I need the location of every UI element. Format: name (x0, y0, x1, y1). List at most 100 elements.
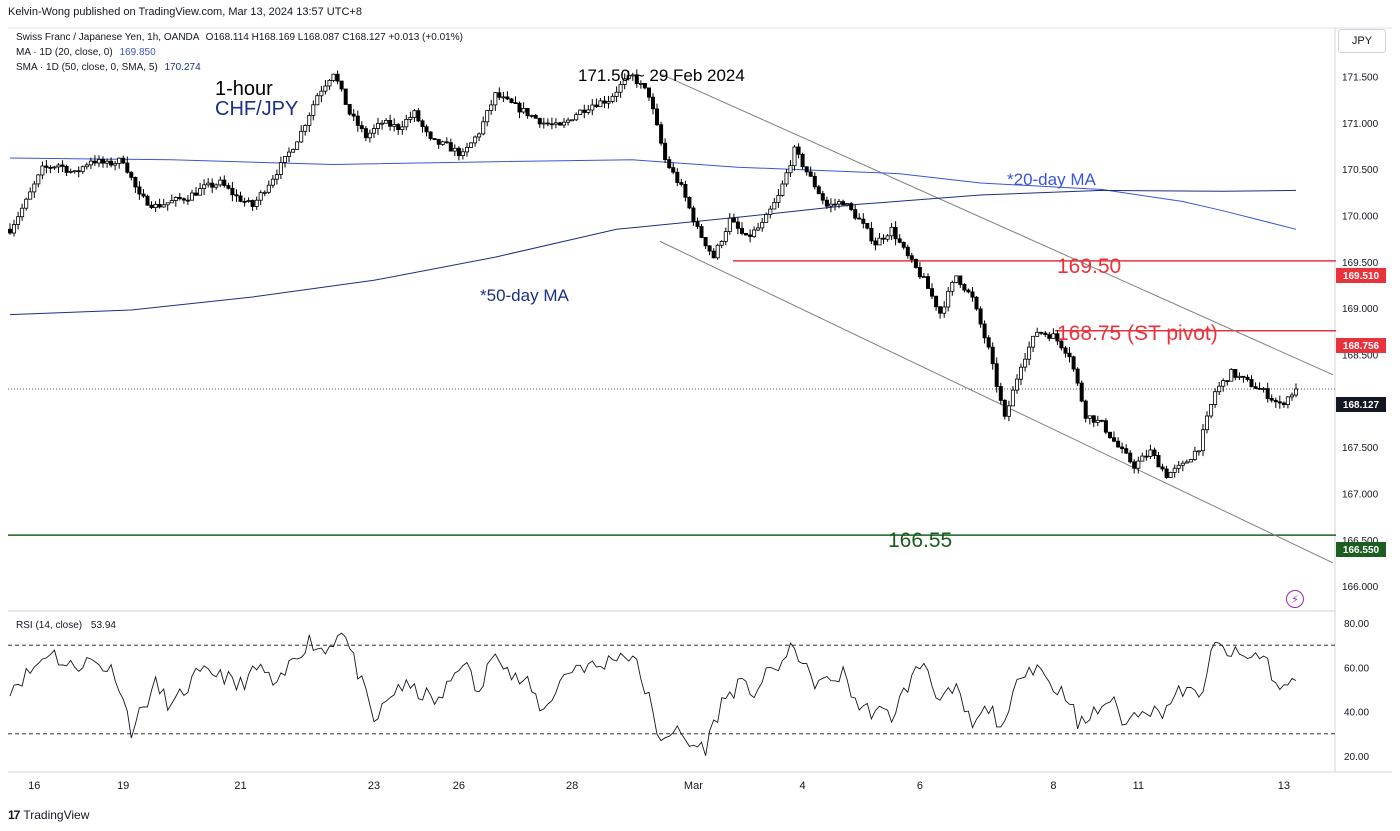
candle-body (141, 193, 146, 197)
candle-body (715, 244, 720, 259)
candle-body (974, 296, 979, 310)
candle-body (553, 122, 558, 125)
candle-body (56, 164, 61, 168)
candle-body (1205, 415, 1210, 431)
candle-body (1281, 402, 1286, 406)
candle-body (145, 195, 150, 206)
candle-body (1294, 388, 1299, 396)
candle-body (756, 227, 761, 231)
candle-body (493, 92, 498, 106)
candle-body (1120, 446, 1125, 450)
candle-body (161, 204, 166, 208)
ma20-label: MA · 1D (20, close, 0) (16, 47, 113, 58)
candle-body (424, 126, 429, 133)
candle-body (727, 217, 732, 232)
candle-body (1277, 401, 1282, 404)
candle-body (1103, 420, 1108, 433)
candle-body (214, 184, 219, 188)
candle-body (873, 240, 878, 246)
candle-body (420, 120, 425, 128)
candle-body (946, 290, 951, 308)
candle-body (323, 85, 328, 92)
candle-body (315, 95, 320, 106)
candle-body (1156, 455, 1161, 468)
price-tick-label: 166.500 (1342, 536, 1379, 547)
candle-body (1253, 386, 1258, 389)
candle-body (541, 122, 546, 125)
candle-body (464, 146, 469, 153)
candle-body (978, 308, 983, 325)
candle-body (1023, 358, 1028, 368)
candle-body (1136, 460, 1141, 469)
candle-body (735, 221, 740, 229)
rsi-tick-label: 20.00 (1344, 752, 1369, 763)
candle-body (133, 176, 138, 188)
candle-body (68, 170, 73, 173)
candle-body (950, 281, 955, 292)
candle-body (477, 133, 482, 138)
candle-body (1002, 399, 1007, 417)
candle-body (24, 198, 29, 209)
price-tick-label: 169.000 (1342, 304, 1379, 315)
candle-body (501, 96, 506, 99)
candle-body (663, 142, 668, 160)
candle-body (109, 160, 114, 166)
candle-body (659, 124, 664, 144)
rsi-value: 53.94 (90, 620, 116, 631)
candle-body (990, 346, 995, 365)
candle-body (291, 148, 296, 153)
candle-body (792, 146, 797, 167)
candle-body (177, 196, 182, 200)
candle-body (893, 226, 898, 240)
candle-body (282, 155, 287, 163)
candle-body (363, 128, 368, 139)
brand-name: TradingView (23, 808, 90, 822)
candle-body (1015, 378, 1020, 391)
candle-body (905, 246, 910, 257)
candle-body (497, 92, 502, 98)
lightning-bolt-icon[interactable]: ⚡ (1286, 590, 1304, 608)
candle-body (1079, 382, 1084, 402)
candle-body (153, 203, 158, 208)
candle-body (703, 236, 708, 247)
candle-body (723, 231, 728, 242)
candle-body (610, 95, 615, 102)
level-168-75-annotation: 168.75 (ST pivot) (1057, 322, 1218, 345)
candle-body (695, 221, 700, 227)
candle-body (44, 165, 49, 168)
sma50-label: SMA · 1D (50, close, 0, SMA, 5) (16, 62, 158, 73)
candle-body (129, 171, 134, 178)
candle-body (1031, 335, 1036, 348)
candle-body (1047, 334, 1052, 339)
candle-body (590, 104, 595, 111)
candle-body (432, 138, 437, 140)
candle-body (113, 162, 118, 166)
candle-body (667, 159, 672, 169)
candle-body (286, 151, 291, 157)
candle-body (1184, 461, 1189, 464)
candle-body (173, 196, 178, 201)
candle-body (982, 323, 987, 339)
candle-body (1196, 450, 1201, 453)
candle-body (226, 185, 231, 189)
candle-body (448, 142, 453, 152)
time-tick-label: 28 (566, 780, 578, 792)
time-tick-label: 21 (234, 780, 246, 792)
candle-body (121, 157, 126, 164)
candle-body (1160, 466, 1165, 470)
level-166-55-annotation: 166.55 (888, 529, 952, 552)
candle-body (185, 199, 190, 202)
symbol-line: Swiss Franc / Japanese Yen, 1h, OANDA (16, 32, 199, 43)
candle-body (776, 194, 781, 203)
ma20-line (9, 157, 1297, 230)
candle-body (367, 132, 372, 139)
candle-body (986, 337, 991, 348)
candle-body (1176, 464, 1181, 469)
candle-body (1225, 380, 1230, 383)
candle-body (1180, 462, 1185, 466)
candle-body (331, 73, 336, 81)
currency-selector[interactable]: JPY (1338, 29, 1386, 53)
candle-body (481, 121, 486, 135)
candle-body (11, 224, 16, 234)
